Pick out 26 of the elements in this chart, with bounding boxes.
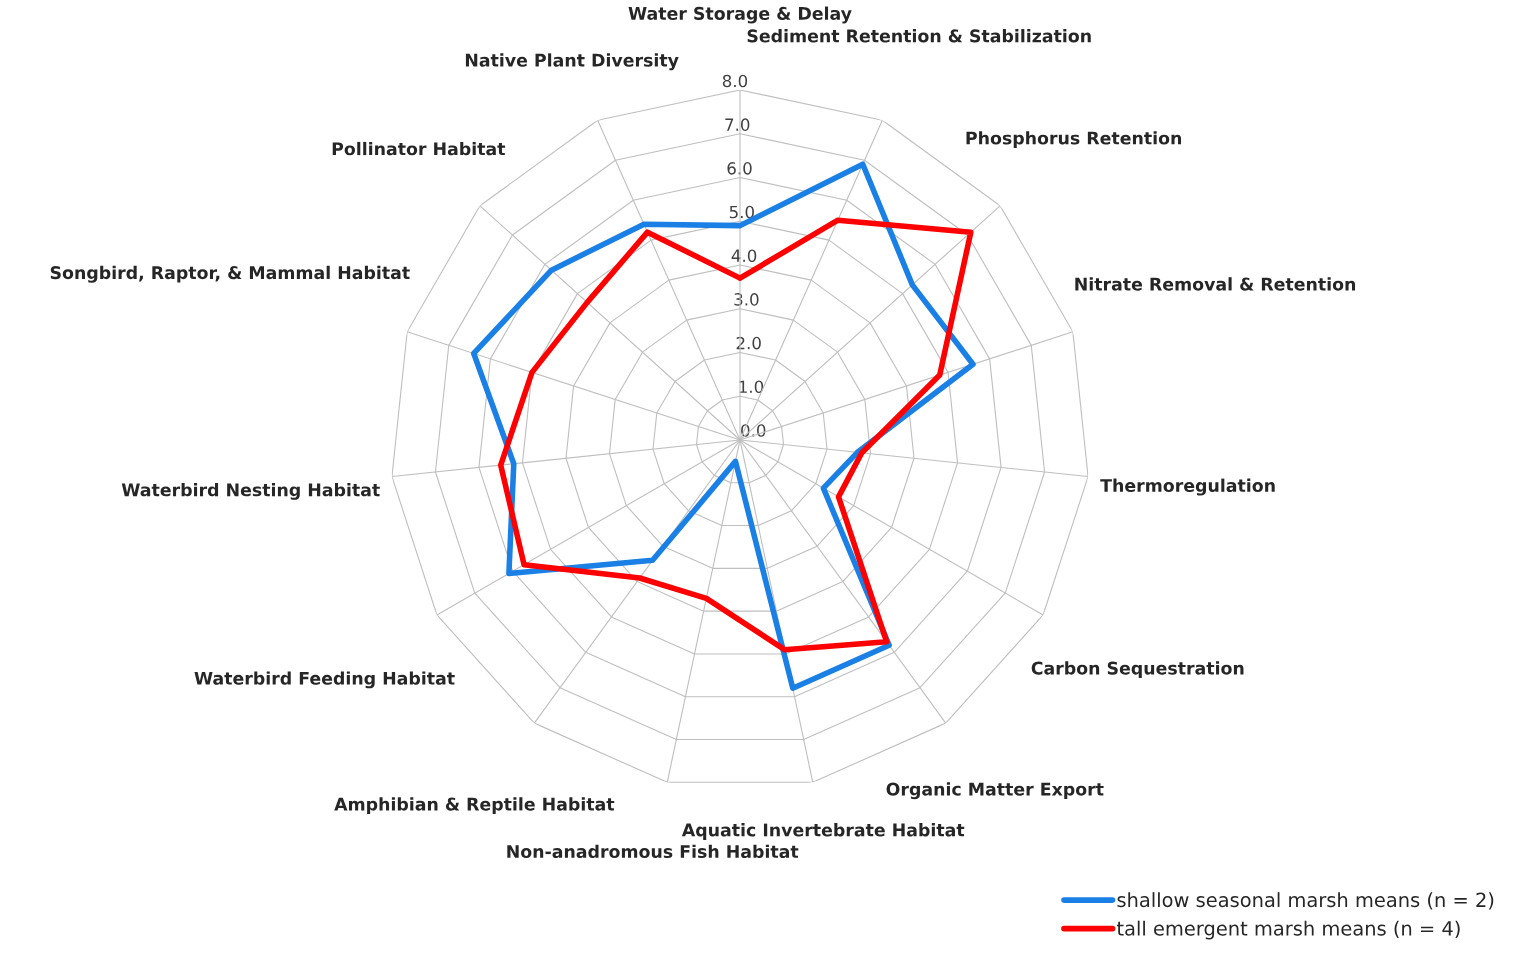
spoke-label: Native Plant Diversity xyxy=(465,53,679,71)
spoke-label: Waterbird Feeding Habitat xyxy=(194,671,455,689)
spoke-label: Carbon Sequestration xyxy=(1031,661,1244,679)
y-tick-label: 4.0 xyxy=(731,249,757,262)
spoke-label: Organic Matter Export xyxy=(886,782,1104,800)
spoke-label: Sediment Retention & Stabilization xyxy=(747,29,1091,43)
y-tick-label: 8.0 xyxy=(722,74,748,88)
spoke-label: Waterbird Nesting Habitat xyxy=(121,482,380,500)
spoke-label: Thermoregulation xyxy=(1100,478,1275,496)
spoke-label: Phosphorus Retention xyxy=(966,131,1182,148)
spoke-label: Nitrate Removal & Retention xyxy=(1075,277,1356,291)
spoke-label: Aquatic Invertebrate Habitat xyxy=(681,823,965,840)
spoke-label: Non-anadromous Fish Habitat xyxy=(507,844,799,859)
spoke-label: Water Storage & Delay xyxy=(628,6,852,24)
y-tick-label: 7.0 xyxy=(725,118,750,131)
y-tick-label: 1.0 xyxy=(739,380,764,394)
legend-label: tall emergent marsh means (n = 4) xyxy=(1116,920,1460,940)
y-tick-label: 2.0 xyxy=(736,336,761,350)
y-tick-label: 6.0 xyxy=(727,162,752,175)
y-tick-label: 5.0 xyxy=(729,205,754,219)
legend-label: shallow seasonal marsh means (n = 2) xyxy=(1117,892,1494,910)
y-tick-label: 0.0 xyxy=(741,424,766,437)
spoke-label: Pollinator Habitat xyxy=(332,141,506,156)
y-tick-label: 3.0 xyxy=(734,293,759,306)
spoke-label: Amphibian & Reptile Habitat xyxy=(334,797,615,815)
spoke-label: Songbird, Raptor, & Mammal Habitat xyxy=(50,265,410,283)
